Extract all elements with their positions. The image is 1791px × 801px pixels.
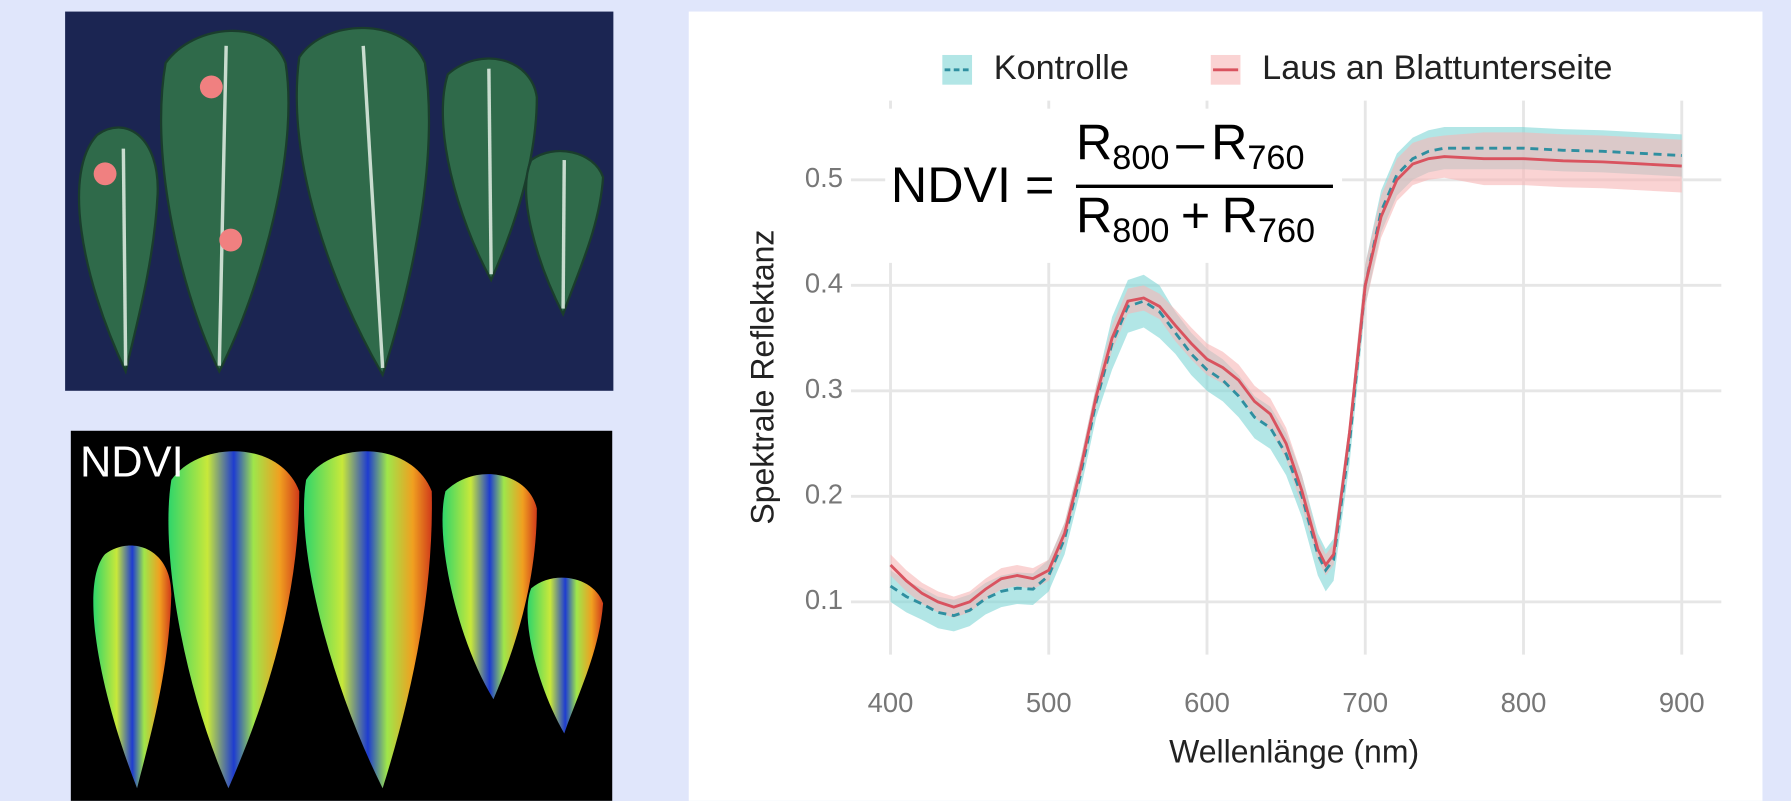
series-line — [889, 146, 1682, 618]
subscript: 800 — [1112, 139, 1169, 177]
legend-label: Kontrolle — [994, 49, 1129, 87]
x-tick-label: 900 — [1659, 687, 1705, 718]
y-tick-label: 0.1 — [805, 584, 843, 615]
ndvi-label: NDVI — [80, 439, 184, 487]
x-tick-label: 500 — [1026, 687, 1072, 718]
symbol: R — [1211, 115, 1247, 171]
operator: + — [1181, 188, 1210, 244]
x-tick-label: 400 — [868, 687, 914, 718]
y-axis-label: Spektrale Reflektanz — [745, 230, 781, 525]
x-tick-label: 600 — [1184, 687, 1230, 718]
x-tick-label: 800 — [1501, 687, 1547, 718]
y-tick-label: 0.4 — [805, 268, 843, 299]
operator: – — [1176, 115, 1204, 171]
error-band — [890, 132, 1682, 618]
x-tick-label: 700 — [1342, 687, 1388, 718]
y-tick-label: 0.2 — [805, 479, 843, 510]
y-tick-label: 0.3 — [805, 373, 843, 404]
formula-lhs: NDVI = — [891, 157, 1054, 213]
subscript: 760 — [1247, 139, 1304, 177]
symbol: R — [1222, 188, 1258, 244]
aphid-markers — [93, 75, 243, 252]
formula-numerator: R800– R760 — [1076, 115, 1305, 177]
ndvi-formula: NDVI = R800– R760 R800 + R760 — [885, 108, 1343, 263]
formula-denominator: R800 + R760 — [1076, 188, 1315, 250]
plot: 0.1 0.2 0.3 0.4 0.5 400 500 600 700 800 900 Kontrol… — [805, 49, 1722, 718]
series-line — [889, 155, 1682, 609]
subscript: 760 — [1258, 212, 1315, 250]
subscript: 800 — [1112, 212, 1169, 250]
symbol: R — [1076, 188, 1112, 244]
ndvi-photo: NDVI — [70, 430, 613, 801]
leaf-veins — [121, 45, 566, 369]
y-tick-label: 0.5 — [805, 162, 843, 193]
leaf-photo — [65, 11, 614, 391]
legend-label: Laus an Blattunterseite — [1262, 49, 1612, 87]
x-axis-label: Wellenlänge (nm) — [1169, 733, 1419, 769]
ndvi-leaves — [93, 451, 604, 789]
symbol: R — [1076, 115, 1112, 171]
